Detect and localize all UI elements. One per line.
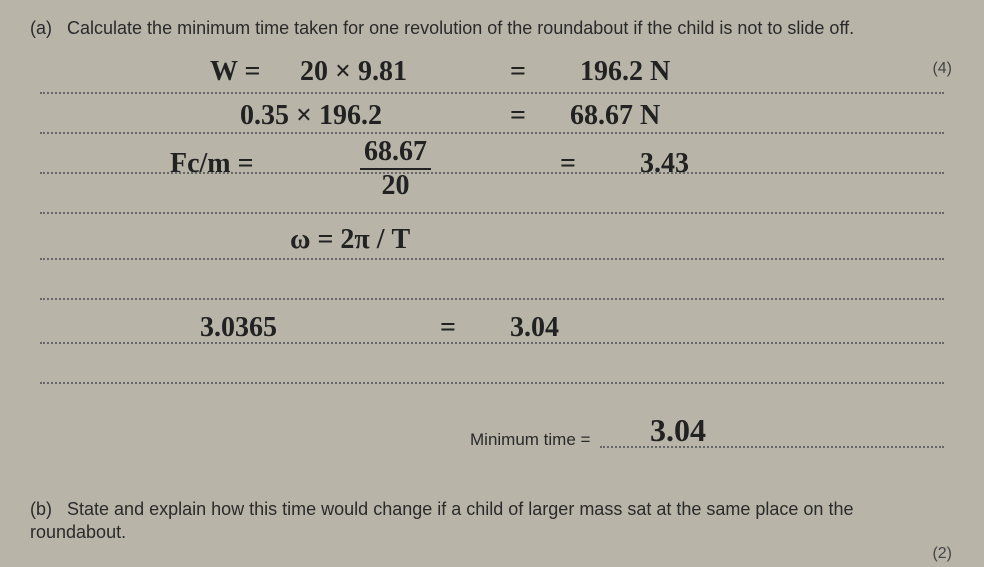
hand-eq: = — [440, 312, 456, 344]
frac-den: 20 — [360, 170, 431, 202]
hand-fc-lhs: Fc/m = — [170, 148, 254, 180]
question-a: (a) Calculate the minimum time taken for… — [30, 18, 854, 39]
hand-t-rhs: 3.04 — [510, 312, 559, 344]
answer-line — [40, 258, 944, 260]
answer-line — [40, 92, 944, 94]
hand-omega: ω = 2π / T — [290, 224, 410, 256]
marks-b: (2) — [932, 545, 952, 563]
question-a-text: Calculate the minimum time taken for one… — [67, 18, 854, 38]
question-a-label: (a) — [30, 18, 52, 38]
hand-w-expr: 20 × 9.81 — [300, 56, 407, 88]
hand-mu-expr: 0.35 × 196.2 — [240, 100, 382, 132]
hand-w-lhs: W = — [210, 56, 260, 88]
answer-line — [40, 298, 944, 300]
answer-line — [40, 212, 944, 214]
frac-num: 68.67 — [360, 136, 431, 170]
hand-eq: = — [510, 100, 526, 132]
hand-fc-frac: 68.67 20 — [360, 136, 431, 202]
answer-line — [40, 132, 944, 134]
hand-eq: = — [510, 56, 526, 88]
hand-fc-rhs: 3.43 — [640, 148, 689, 180]
min-time-label: Minimum time = — [470, 430, 590, 450]
question-b: (b) State and explain how this time woul… — [30, 498, 944, 545]
hand-t-lhs: 3.0365 — [200, 312, 277, 344]
hand-eq: = — [560, 148, 576, 180]
hand-mu-rhs: 68.67 N — [570, 100, 660, 132]
question-b-label: (b) — [30, 499, 52, 519]
answer-line — [40, 342, 944, 344]
marks-a: (4) — [932, 60, 952, 78]
hand-w-rhs: 196.2 N — [580, 56, 670, 88]
worksheet-page: (a) Calculate the minimum time taken for… — [0, 0, 984, 567]
hand-answer: 3.04 — [650, 412, 706, 449]
question-b-text: State and explain how this time would ch… — [30, 499, 853, 542]
answer-line — [40, 382, 944, 384]
